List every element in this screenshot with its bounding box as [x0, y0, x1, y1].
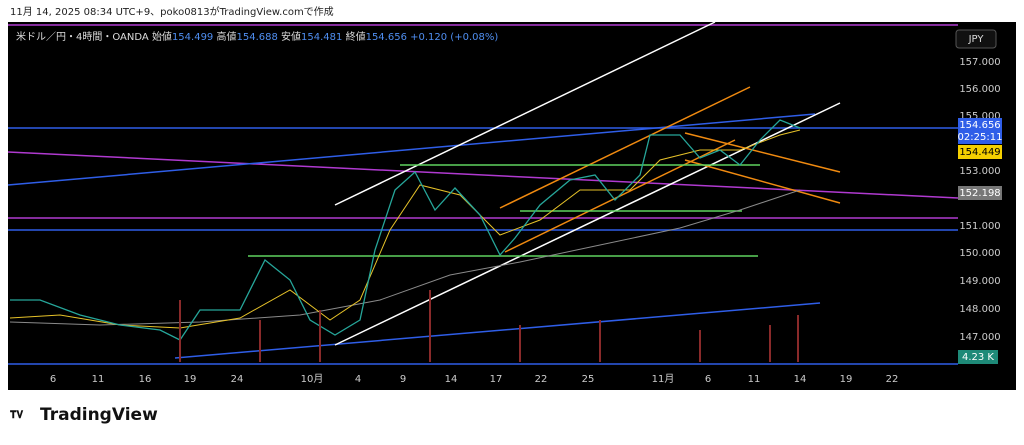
price-label: 147.000: [959, 332, 1000, 343]
volume-value: 4.23 K: [962, 352, 994, 363]
time-label: 17: [490, 374, 503, 385]
line-tag: [958, 186, 1002, 200]
time-label: 11: [92, 374, 105, 385]
time-label: 19: [840, 374, 853, 385]
volume: [179, 290, 799, 362]
time-label: 9: [400, 374, 406, 385]
chart-area: [8, 22, 1016, 390]
ma-tag: [958, 145, 1002, 159]
legend: 米ドル／円・4時間・OANDA 始値154.499 高値154.688 安値15…: [16, 30, 498, 43]
currency: JPY: [968, 34, 985, 45]
time-label: 19: [184, 374, 197, 385]
time-label: 25: [582, 374, 595, 385]
time-label: 22: [535, 374, 548, 385]
time-label: 4: [355, 374, 361, 385]
time-label: 14: [794, 374, 807, 385]
volume-tag: [958, 350, 998, 364]
countdown: 02:25:11: [958, 132, 1003, 143]
currency-button[interactable]: [955, 29, 997, 49]
price-label: 149.000: [959, 276, 1000, 287]
time-label: 6: [50, 374, 56, 385]
line-price: 152.198: [959, 188, 1000, 199]
price-label: 156.000: [959, 84, 1000, 95]
time-label: 22: [886, 374, 899, 385]
time-label: 24: [231, 374, 244, 385]
last-price: 154.656: [959, 120, 1000, 131]
ma-price: 154.449: [959, 147, 1000, 158]
logo: TradingView: [40, 405, 158, 425]
price-label: 148.000: [959, 304, 1000, 315]
drawings: [7, 21, 959, 365]
time-label: 16: [139, 374, 152, 385]
time-label: 11月: [652, 373, 675, 385]
price-label: 151.000: [959, 221, 1000, 232]
logo-mark: 𝐓𝐕: [10, 409, 23, 421]
price-label: 157.000: [959, 57, 1000, 68]
last-price-tag: [958, 118, 1002, 144]
price-label: 155.000: [959, 111, 1000, 122]
time-label: 11: [748, 374, 761, 385]
caption: 11月 14, 2025 08:34 UTC+9、poko0813がTradin…: [10, 5, 334, 18]
price-label: 153.000: [959, 166, 1000, 177]
price-label: 150.000: [959, 248, 1000, 259]
time-label: 6: [705, 374, 711, 385]
time-label: 14: [445, 374, 458, 385]
time-label: 10月: [301, 373, 324, 385]
